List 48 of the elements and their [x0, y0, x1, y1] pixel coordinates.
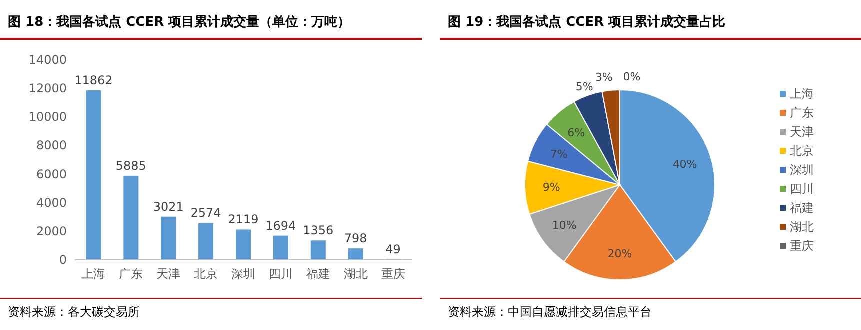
- data-label: 10%: [552, 219, 577, 232]
- x-tick-label: 福建: [306, 267, 330, 281]
- x-tick-label: 深圳: [232, 267, 256, 281]
- y-tick-label: 4000: [36, 196, 67, 210]
- y-tick-label: 6000: [36, 167, 67, 182]
- y-tick-label: 10000: [28, 110, 67, 124]
- data-label: 5%: [576, 80, 594, 94]
- data-label: 798: [344, 232, 368, 246]
- y-tick-label: 12000: [28, 82, 67, 96]
- text: 资料来源：中国自愿减排交易信息平台: [448, 305, 652, 319]
- data-label: 3021: [153, 200, 184, 214]
- legend-label: 广东: [790, 106, 814, 120]
- data-label: 5885: [116, 158, 146, 173]
- data-label: 1694: [266, 218, 296, 233]
- chart-title: 图 19：我国各试点 CCER 项目累计成交量占比: [448, 14, 726, 30]
- data-label: 6%: [568, 126, 586, 140]
- legend-label: 北京: [790, 144, 814, 158]
- data-label: 3%: [595, 70, 613, 84]
- data-label: 2574: [190, 206, 222, 220]
- legend-label: 深圳: [790, 163, 814, 177]
- legend-label: 四川: [790, 182, 814, 196]
- x-tick-label: 四川: [268, 267, 293, 281]
- data-label: 40%: [672, 158, 698, 171]
- data-label: 11862: [74, 74, 113, 88]
- legend-label: 福建: [790, 201, 814, 215]
- legend-label: 重庆: [790, 239, 814, 253]
- x-tick-label: 天津: [156, 267, 181, 281]
- data-label: 2119: [228, 212, 259, 227]
- text: 资料来源：各大碳交易所: [8, 305, 140, 319]
- legend-label: 天津: [790, 125, 814, 139]
- x-tick-label: 上海: [82, 267, 106, 281]
- data-label: 49: [386, 242, 401, 256]
- y-tick-label: 2000: [36, 224, 67, 238]
- x-tick-label: 广东: [119, 267, 144, 281]
- y-tick-label: 8000: [36, 138, 67, 153]
- chart-title: 图 18：我国各试点 CCER 项目累计成交量（单位：万吨）: [8, 14, 351, 30]
- text: 0%: [623, 70, 641, 84]
- x-tick-label: 湖北: [344, 267, 368, 281]
- data-label: 20%: [608, 247, 632, 260]
- data-label: 7%: [550, 148, 568, 161]
- x-tick-label: 北京: [194, 267, 218, 281]
- y-tick-label: 0: [59, 253, 67, 267]
- x-tick-label: 重庆: [381, 267, 406, 281]
- legend-label: 湖北: [790, 220, 814, 234]
- y-tick-label: 14000: [28, 53, 67, 67]
- legend-label: 上海: [790, 87, 814, 101]
- data-label: 1356: [303, 224, 334, 238]
- data-label: 9%: [542, 181, 560, 194]
